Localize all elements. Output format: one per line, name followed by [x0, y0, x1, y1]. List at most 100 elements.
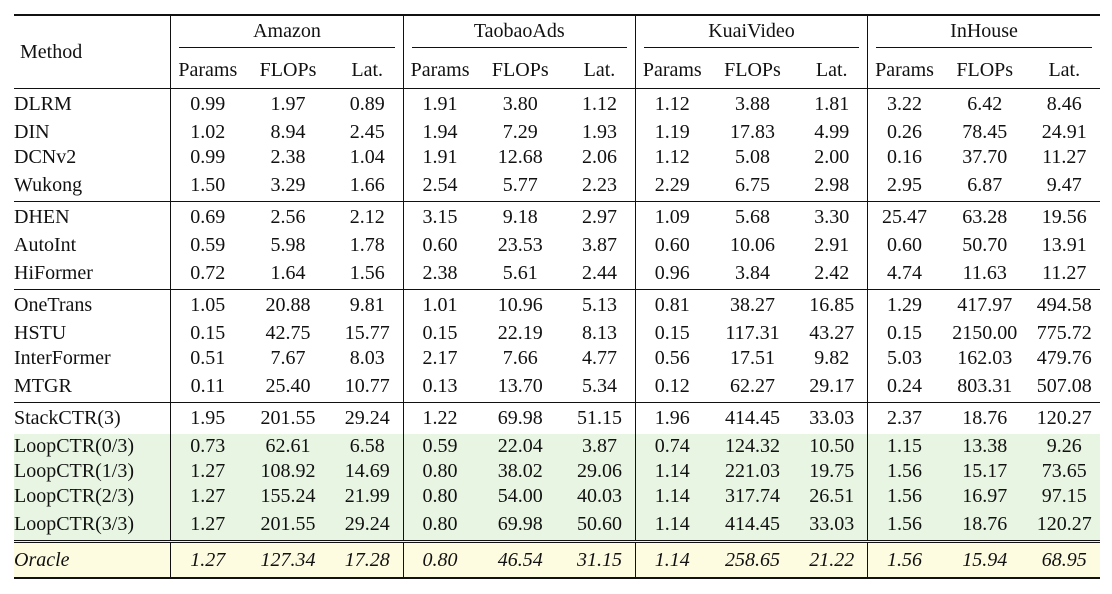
table-row: DLRM 0.99 1.97 0.89 1.91 3.80 1.12 1.12 3.88 1.81… — [14, 88, 1100, 120]
value-cell: 33.03 — [796, 509, 868, 542]
metric-header: Params — [402, 52, 477, 89]
table-row: LoopCTR(3/3) 1.27 201.55 29.24 0.80 69.98 50.6… — [14, 509, 1100, 542]
value-cell: 69.98 — [476, 509, 565, 542]
value-cell: 11.27 — [1042, 262, 1087, 284]
value-cell: 2.12 — [349, 206, 385, 228]
value-cell: 33.03 — [809, 407, 855, 429]
value-cell: 201.55 — [260, 407, 316, 429]
metric-header: FLOPs — [956, 58, 1014, 81]
value-cell: 0.51 — [170, 346, 245, 371]
efficiency-table: Method Amazon TaobaoAds KuaiVideo InHous… — [14, 14, 1100, 579]
value-cell: 479.76 — [1036, 347, 1092, 369]
value-cell: 162.03 — [957, 347, 1013, 369]
value-cell: 62.61 — [244, 434, 332, 459]
dataset-header-amazon: Amazon — [170, 15, 404, 52]
value-cell: 97.15 — [1028, 484, 1100, 509]
value-cell: 18.76 — [962, 407, 1008, 429]
value-cell: 62.27 — [730, 375, 775, 397]
method-header: Method — [20, 40, 83, 63]
value-cell: 0.96 — [634, 258, 709, 290]
value-cell: 5.34 — [581, 375, 617, 397]
value-cell: 5.13 — [581, 294, 617, 316]
value-cell: 5.77 — [502, 174, 538, 196]
table-row: HiFormer 0.72 1.64 1.56 2.38 5.61 2.44 0.96 3.84… — [14, 258, 1100, 290]
method-cell: LoopCTR(3/3) — [14, 509, 171, 542]
value-cell: 20.88 — [265, 294, 311, 316]
metric-header: Lat. — [351, 58, 384, 81]
value-cell: 127.34 — [244, 541, 332, 578]
value-cell: 9.82 — [814, 347, 850, 369]
value-cell: 2.23 — [581, 174, 617, 196]
value-cell: 0.73 — [170, 434, 245, 459]
value-cell: 0.80 — [402, 541, 477, 578]
value-cell: 201.55 — [244, 509, 332, 542]
dataset-header-kuaivideo: KuaiVideo — [634, 15, 868, 52]
value-cell: 775.72 — [1036, 322, 1092, 344]
metric-header: FLOPs — [259, 58, 317, 81]
value-cell: 2.38 — [402, 258, 477, 290]
table-row: StackCTR(3) 1.95 201.55 29.24 1.22 69.98 51.15… — [14, 402, 1100, 434]
value-cell: 6.87 — [967, 174, 1003, 196]
value-cell: 21.22 — [796, 541, 868, 578]
value-cell: 9.81 — [349, 294, 385, 316]
value-cell: 108.92 — [244, 459, 332, 484]
table-row: Oracle 1.27 127.34 17.28 0.80 46.54 31.15 1.14 2… — [14, 541, 1100, 578]
value-cell: 1.56 — [867, 484, 941, 509]
value-cell: 68.95 — [1028, 541, 1100, 578]
value-cell: 1.27 — [170, 484, 245, 509]
value-cell: 63.28 — [962, 206, 1008, 228]
value-cell: 1.96 — [634, 402, 709, 434]
table-row: LoopCTR(2/3) 1.27 155.24 21.99 0.80 54.00 40.0… — [14, 484, 1100, 509]
value-cell: 155.24 — [244, 484, 332, 509]
value-cell: 0.26 — [867, 120, 941, 145]
method-cell: HSTU — [14, 322, 67, 344]
value-cell: 0.89 — [349, 93, 385, 115]
header-row-datasets: Method Amazon TaobaoAds KuaiVideo InHous… — [14, 15, 1100, 63]
value-cell: 22.19 — [497, 322, 543, 344]
value-cell: 1.27 — [170, 541, 245, 578]
value-cell: 0.69 — [170, 201, 245, 233]
value-cell: 1.19 — [634, 120, 709, 145]
value-cell: 120.27 — [1028, 509, 1100, 542]
value-cell: 46.54 — [476, 541, 565, 578]
metric-header: FLOPs — [724, 58, 781, 81]
value-cell: 7.67 — [270, 347, 306, 369]
value-cell: 414.45 — [725, 407, 780, 429]
value-cell: 2.42 — [814, 262, 850, 284]
value-cell: 3.87 — [581, 234, 617, 256]
value-cell: 0.24 — [867, 371, 941, 403]
method-cell: DIN — [14, 121, 50, 143]
value-cell: 2.17 — [402, 346, 477, 371]
method-cell: Oracle — [14, 541, 171, 578]
value-cell: 17.51 — [730, 347, 775, 369]
value-cell: 2.56 — [270, 206, 306, 228]
metric-header: Lat. — [815, 58, 848, 81]
value-cell: 1.29 — [867, 289, 941, 321]
value-cell: 3.22 — [867, 88, 941, 120]
table-row: LoopCTR(0/3) 0.73 62.61 6.58 0.59 22.04 3.87 0.… — [14, 434, 1100, 459]
table-row: LoopCTR(1/3) 1.27 108.92 14.69 0.80 38.02 29.0… — [14, 459, 1100, 484]
value-cell: 43.27 — [809, 322, 855, 344]
table-row: HSTU 0.15 42.75 15.77 0.15 22.19 8.13 0.15 117.3… — [14, 321, 1100, 346]
value-cell: 12.68 — [497, 146, 543, 168]
value-cell: 3.29 — [270, 174, 306, 196]
value-cell: 1.14 — [634, 484, 709, 509]
value-cell: 2.29 — [634, 170, 709, 202]
value-cell: 13.38 — [940, 434, 1029, 459]
value-cell: 7.66 — [502, 347, 538, 369]
value-cell: 0.60 — [867, 233, 941, 258]
header-row-metrics: Params FLOPs Lat. Params FLOPs Lat. Params FLOP… — [14, 52, 1100, 89]
value-cell: 417.97 — [957, 294, 1013, 316]
value-cell: 50.60 — [564, 509, 636, 542]
value-cell: 10.50 — [796, 434, 868, 459]
value-cell: 40.03 — [564, 484, 636, 509]
value-cell: 3.88 — [735, 93, 770, 115]
value-cell: 0.80 — [402, 484, 477, 509]
value-cell: 3.87 — [564, 434, 636, 459]
value-cell: 8.03 — [349, 347, 385, 369]
value-cell: 2.91 — [814, 234, 850, 256]
value-cell: 2.54 — [402, 170, 477, 202]
value-cell: 5.08 — [735, 146, 770, 168]
value-cell: 0.99 — [170, 145, 245, 170]
value-cell: 1.27 — [170, 509, 245, 542]
